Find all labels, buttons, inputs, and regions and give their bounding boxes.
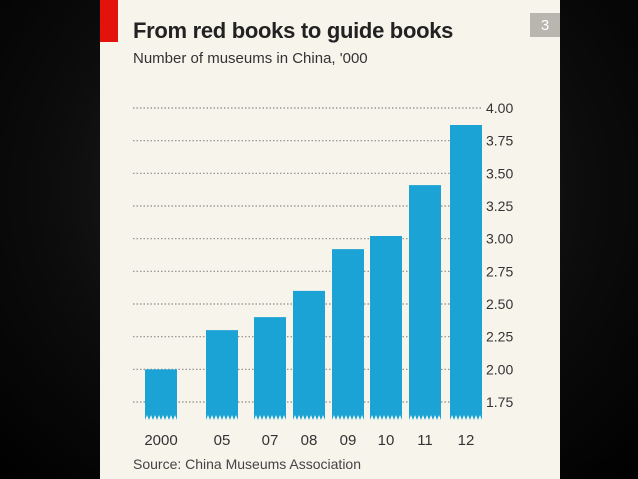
bar — [370, 236, 402, 420]
x-tick-label: 10 — [378, 432, 395, 449]
chart-subtitle: Number of museums in China, '000 — [133, 50, 368, 67]
y-tick-label: 3.75 — [486, 133, 513, 149]
chart-source: Source: China Museums Association — [133, 456, 361, 472]
bar — [254, 317, 286, 420]
bar — [409, 185, 441, 420]
bar — [332, 249, 364, 420]
x-tick-label: 11 — [417, 432, 433, 449]
y-tick-label: 2.00 — [486, 361, 513, 377]
bar — [145, 369, 177, 420]
x-tick-label: 12 — [458, 432, 475, 449]
y-tick-label: 2.75 — [486, 263, 513, 279]
y-tick-label: 1.75 — [486, 394, 513, 410]
y-tick-label: 2.50 — [486, 296, 513, 312]
bar — [206, 330, 238, 420]
bar — [450, 124, 482, 420]
x-tick-label: 05 — [214, 432, 231, 449]
y-tick-label: 3.00 — [486, 231, 513, 247]
x-tick-label: 09 — [340, 432, 357, 449]
y-tick-label: 3.25 — [486, 198, 513, 214]
y-tick-label: 4.00 — [486, 100, 513, 116]
x-tick-label: 07 — [262, 432, 279, 449]
chart-title: From red books to guide books — [133, 18, 454, 43]
bar — [293, 290, 325, 420]
x-tick-label: 2000 — [144, 432, 177, 449]
page-number-badge: 3 — [530, 13, 560, 37]
accent-bar — [100, 0, 118, 42]
y-tick-label: 3.50 — [486, 165, 513, 181]
y-tick-label: 2.25 — [486, 329, 513, 345]
x-tick-label: 08 — [301, 432, 318, 449]
